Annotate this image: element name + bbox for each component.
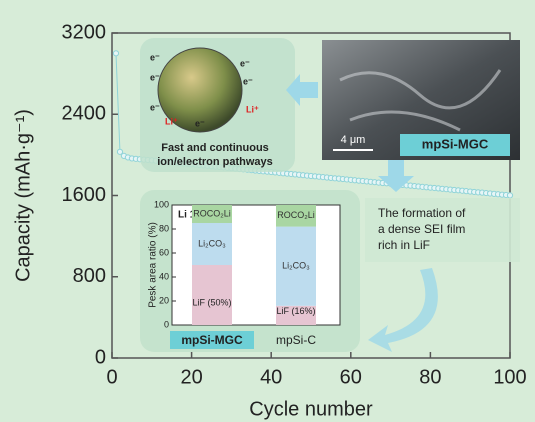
electron-label: e⁻ [150,52,160,62]
caption: ion/electron pathways [157,156,273,168]
y-axis-label: Pesk area ratio (%) [148,222,159,308]
segment-label: ROCO₂Li [193,208,231,218]
x-tick-label: mpSi-C [276,333,316,347]
note-text: The formation of [378,206,466,220]
y-tick-label: 100 [154,199,169,209]
y-tick-label: 20 [159,295,169,305]
data-point [507,193,512,198]
x-tick-label: 20 [180,366,202,388]
electron-label: e⁻ [195,118,205,128]
y-tick-label: 800 [73,265,106,287]
x-tick-label: 0 [106,366,117,388]
scale-label: 4 μm [341,134,366,146]
y-axis-label: Capacity (mAh·g⁻¹) [12,109,34,282]
value-label: LiF (50%) [192,297,231,307]
electron-label: e⁻ [240,58,250,68]
y-tick-label: 80 [159,223,169,233]
segment-label: Li₂CO₃ [198,238,226,248]
li-ion-label: Li⁺ [246,104,259,114]
bar-segment [192,265,232,325]
x-tick-label: mpSi-MGC [181,333,243,347]
segment-label: ROCO₂Li [277,210,315,220]
y-tick-label: 0 [164,319,169,329]
y-tick-label: 0 [95,346,106,368]
electron-label: e⁻ [150,72,160,82]
page: 0204060801000800160024003200Cycle number… [0,0,535,422]
chart: 0204060801000800160024003200Cycle number… [0,0,535,422]
value-label: LiF (16%) [276,306,315,316]
x-tick-label: 60 [340,366,362,388]
y-tick-label: 3200 [62,21,107,43]
y-tick-label: 40 [159,271,169,281]
note-text: a dense SEI film [378,222,465,236]
y-tick-label: 1600 [62,184,107,206]
electron-label: e⁻ [243,76,253,86]
x-tick-label: 80 [419,366,441,388]
caption: Fast and continuous [161,142,269,154]
segment-label: Li₂CO₃ [282,261,310,271]
data-point [117,149,122,154]
data-point [113,51,118,56]
y-tick-label: 2400 [62,103,107,125]
electron-label: e⁻ [150,102,160,112]
x-tick-label: 40 [260,366,282,388]
y-tick-label: 60 [159,247,169,257]
li-ion-label: Li⁺ [165,116,178,126]
note-text: rich in LiF [378,238,430,252]
x-axis-label: Cycle number [249,398,373,420]
x-tick-label: 100 [493,366,526,388]
sample-label: mpSi-MGC [422,136,489,151]
